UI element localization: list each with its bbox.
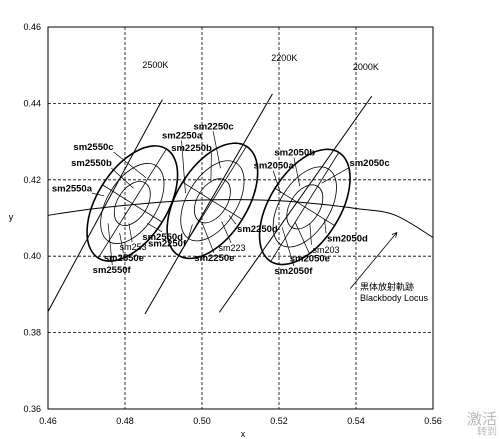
locus-label-jp: 黒体放射軌跡	[360, 281, 414, 292]
ellipse-label: sm2250b	[171, 143, 212, 154]
x-tick-label: 0.56	[424, 416, 442, 426]
ellipse-label: sm2250a	[162, 131, 203, 142]
cct-lines	[48, 93, 373, 315]
ellipse-label: sm2250f	[148, 238, 187, 249]
label-leader-lines	[91, 131, 349, 267]
ellipse-label: sm2550d	[142, 232, 183, 243]
x-axis-label: x	[241, 429, 246, 439]
ellipse-leader-line	[107, 223, 113, 266]
ellipse-label: sm2050f	[274, 266, 313, 277]
cct-label: 2000K	[353, 62, 379, 72]
ellipse-ring	[166, 142, 259, 260]
ellipse-label: sm2550c	[73, 142, 113, 153]
x-tick-label: 0.48	[116, 416, 134, 426]
ellipse-leader-line	[324, 219, 327, 234]
ellipse-label: sm2550f	[93, 265, 132, 276]
ellipse-group	[258, 148, 351, 266]
ellipse-leader-line	[228, 215, 237, 225]
chart-labels: 2500K 2200K 2000K sm2550c sm2550b sm2550a sm25…	[52, 53, 390, 277]
ellipse-label: sm2550b	[71, 158, 112, 169]
blackbody-locus-annotation: 黒体放射軌跡 Blackbody Locus	[349, 233, 429, 303]
ellipse-leader-line	[201, 222, 215, 253]
ellipse-ring	[258, 148, 351, 266]
ellipse-label: sm223	[219, 243, 246, 253]
watermark-line1: 激活	[466, 410, 497, 428]
ellipse-minor-axis	[102, 184, 163, 223]
ellipse-leader-line	[147, 223, 163, 233]
ellipse-leader-line	[294, 222, 310, 254]
ellipse-leader-line	[119, 232, 124, 254]
cct-line	[48, 99, 163, 312]
ellipse-label: sm2050d	[327, 233, 368, 244]
ellipse-label: sm2250e	[194, 253, 234, 264]
ellipse-leader-line	[309, 223, 312, 245]
ellipse-leader-line	[187, 224, 193, 239]
ellipse-leader-line	[91, 192, 105, 197]
ellipse-minor-axis	[274, 187, 335, 226]
cct-label: 2500K	[142, 60, 168, 70]
ellipse-ring	[193, 178, 231, 224]
ellipse-label: sm2250d	[237, 224, 278, 235]
y-tick-label: 0.40	[23, 251, 41, 261]
ellipse-label: sm2550a	[52, 183, 93, 194]
cct-label: 2200K	[271, 53, 297, 63]
ellipse-ring	[100, 162, 165, 244]
x-tick-label: 0.46	[39, 416, 57, 426]
x-tick-label: 0.54	[347, 416, 365, 426]
cct-line	[144, 93, 273, 315]
ellipse-leader-line	[113, 151, 147, 179]
ellipse-label: sm203	[312, 245, 339, 255]
y-tick-label: 0.46	[23, 22, 41, 32]
ellipse-label: sm2050b	[274, 148, 315, 159]
ellipse-groups	[86, 142, 351, 266]
ellipse-leader-line	[210, 152, 212, 183]
ellipse-leader-line	[111, 167, 134, 189]
ellipse-leader-line	[212, 131, 221, 169]
ellipse-label: sm2550e	[104, 253, 144, 264]
ellipse-minor-axis	[182, 181, 243, 220]
ellipse-label: sm2050e	[290, 254, 330, 265]
ellipse-label: sm2050a	[254, 161, 295, 172]
locus-label-en: Blackbody Locus	[360, 293, 429, 303]
y-axis-label: y	[9, 212, 14, 222]
y-tick-label: 0.38	[23, 328, 41, 338]
ellipse-leader-line	[293, 157, 301, 187]
watermark-line2: 转到	[477, 427, 497, 438]
ellipse-leader-line	[221, 221, 232, 243]
cct-line	[218, 95, 373, 313]
ellipse-ring	[86, 145, 179, 262]
x-tick-label: 0.50	[193, 416, 211, 426]
ellipse-leader-line	[181, 140, 186, 194]
ellipse-ring	[272, 166, 337, 248]
ellipse-leader-line	[272, 170, 281, 194]
ellipse-leader-line	[321, 167, 349, 184]
y-tick-label: 0.44	[23, 98, 41, 108]
ellipse-ring	[286, 184, 324, 230]
ellipse-group	[86, 145, 179, 262]
plot-frame	[47, 26, 434, 410]
ellipse-label: sm2050c	[349, 158, 389, 169]
ellipse-leader-line	[281, 227, 295, 267]
ellipse-ring	[180, 160, 245, 242]
watermark: 激活 转到	[467, 411, 497, 439]
y-tick-label: 0.36	[23, 404, 41, 414]
ellipse-label: sm2250c	[194, 121, 234, 132]
ellipse-leader-line	[128, 223, 133, 243]
ellipse-label: sm253	[120, 242, 147, 252]
locus-arrow	[349, 233, 397, 289]
x-tick-label: 0.52	[270, 416, 288, 426]
ellipse-ring	[113, 181, 151, 226]
ellipse-group	[166, 142, 259, 260]
axis-ticks: 0.46 0.48 0.50 0.52 0.54 0.56 0.36 0.38 0.40 0.42…	[23, 22, 441, 426]
y-tick-label: 0.42	[23, 175, 41, 185]
